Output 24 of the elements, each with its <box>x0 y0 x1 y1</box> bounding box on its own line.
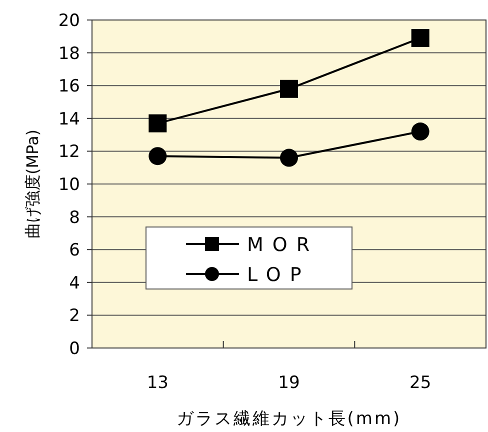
y-tick-label: 12 <box>58 142 80 162</box>
y-tick-label: 18 <box>58 44 80 64</box>
y-tick-label: 20 <box>58 11 80 31</box>
point <box>148 114 167 132</box>
x-tick-label: 13 <box>146 373 168 393</box>
point <box>411 29 430 48</box>
x-axis-title: ガラス繊維カット長(mm) <box>176 409 402 429</box>
point <box>148 147 167 166</box>
y-tick-label: 0 <box>69 339 80 359</box>
x-tick-label: 25 <box>410 373 432 393</box>
y-tick-label: 16 <box>58 76 80 97</box>
legend-label: MOR <box>247 234 319 256</box>
legend-label: LOP <box>247 264 310 286</box>
y-axis-title: 曲げ強度(MPa) <box>23 129 42 239</box>
point <box>411 122 430 141</box>
y-tick-label: 8 <box>69 208 80 228</box>
x-tick-label: 19 <box>278 373 300 393</box>
y-tick-label: 14 <box>58 109 80 130</box>
y-tick-label: 4 <box>69 273 80 294</box>
point <box>280 148 298 167</box>
y-tick-label: 6 <box>69 240 80 261</box>
y-tick-label: 10 <box>58 175 80 195</box>
y-tick-label: 2 <box>69 306 80 326</box>
point <box>280 80 298 98</box>
